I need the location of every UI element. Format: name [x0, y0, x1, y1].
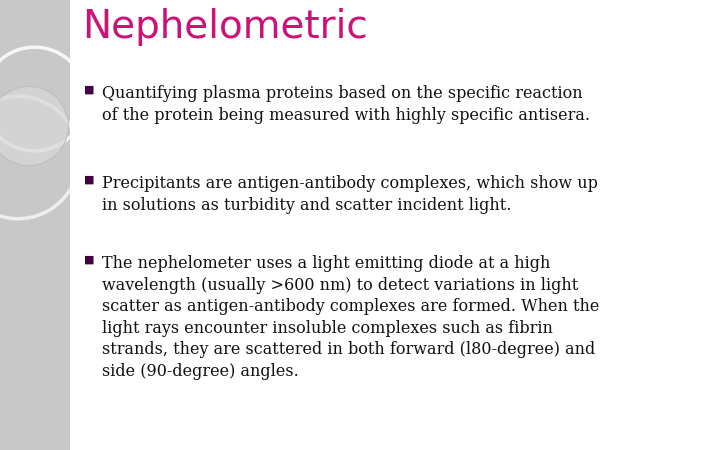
Text: ■: ■: [84, 175, 94, 185]
Text: Nephelometric: Nephelometric: [82, 8, 368, 46]
Text: The nephelometer uses a light emitting diode at a high
wavelength (usually >600 : The nephelometer uses a light emitting d…: [102, 255, 599, 380]
Text: Precipitants are antigen-antibody complexes, which show up
in solutions as turbi: Precipitants are antigen-antibody comple…: [102, 175, 598, 214]
Text: ■: ■: [84, 255, 94, 265]
Circle shape: [0, 86, 68, 166]
Bar: [0, 0, 70, 450]
Text: ■: ■: [84, 85, 94, 95]
Text: Quantifying plasma proteins based on the specific reaction
of the protein being : Quantifying plasma proteins based on the…: [102, 85, 590, 124]
